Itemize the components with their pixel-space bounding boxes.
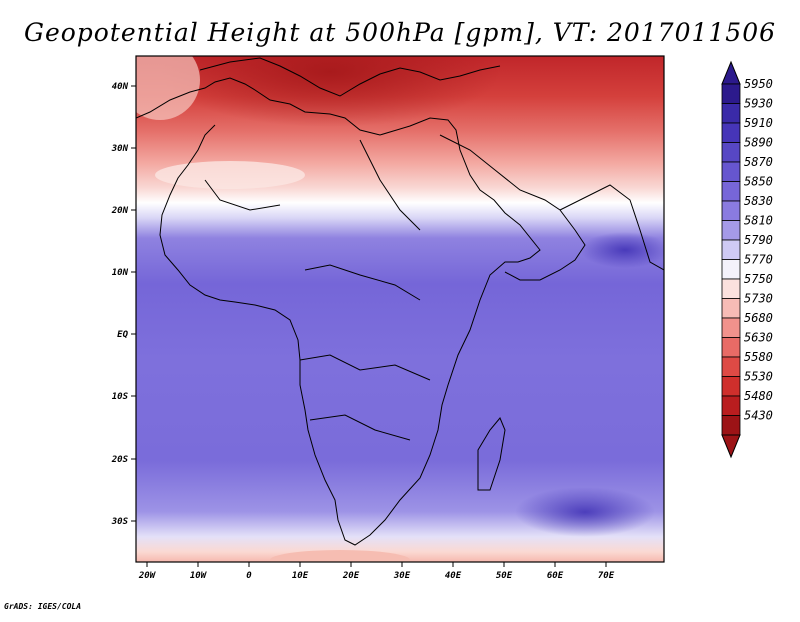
colorbar-label: 5630 bbox=[744, 331, 773, 345]
colorbar-label: 5910 bbox=[744, 116, 773, 130]
colorbar-top-arrow bbox=[721, 60, 741, 85]
lat-ticks bbox=[131, 85, 136, 522]
lon-label: 40E bbox=[445, 571, 462, 581]
height-field bbox=[136, 56, 664, 562]
lon-ticks bbox=[146, 562, 607, 567]
colorbar-swatch bbox=[721, 239, 741, 260]
colorbar-label: 5890 bbox=[744, 136, 773, 150]
colorbar-label: 5810 bbox=[744, 214, 773, 228]
colorbar-swatch bbox=[721, 395, 741, 416]
colorbar: 5950 5930 5910 5890 5870 5850 5830 5810 5790 5770… bbox=[721, 60, 773, 459]
colorbar-label: 5750 bbox=[744, 272, 773, 286]
colorbar-label: 5580 bbox=[744, 350, 773, 364]
map-title: Geopotential Height at 500hPa [gpm], VT:… bbox=[23, 18, 777, 47]
colorbar-swatch bbox=[721, 103, 741, 124]
colorbar-label: 5530 bbox=[744, 370, 773, 384]
footer-credit: GrADS: IGES/COLA bbox=[4, 602, 82, 611]
lon-label: 0 bbox=[246, 571, 252, 581]
plot-frame bbox=[135, 55, 665, 563]
colorbar-label: 5870 bbox=[744, 155, 773, 169]
colorbar-swatch bbox=[721, 200, 741, 221]
colorbar-swatch bbox=[721, 181, 741, 202]
lon-label: 20E bbox=[342, 571, 360, 581]
colorbar-swatch bbox=[721, 220, 741, 241]
colorbar-label: 5790 bbox=[744, 233, 773, 247]
lat-label: 10S bbox=[112, 392, 129, 402]
lat-label: 30N bbox=[111, 144, 129, 154]
colorbar-label: 5830 bbox=[744, 194, 773, 208]
colorbar-label: 5930 bbox=[744, 97, 773, 111]
coastlines bbox=[136, 57, 664, 546]
colorbar-label: 5480 bbox=[744, 389, 773, 403]
colorbar-swatch bbox=[721, 83, 741, 104]
colorbar-swatch bbox=[721, 376, 741, 397]
colorbar-swatch bbox=[721, 142, 741, 163]
colorbar-label: 5680 bbox=[744, 311, 773, 325]
colorbar-label: 5950 bbox=[744, 77, 773, 91]
colorbar-swatch bbox=[721, 356, 741, 377]
lon-label: 30E bbox=[393, 571, 411, 581]
lat-label: 40N bbox=[112, 82, 129, 92]
colorbar-swatch bbox=[721, 317, 741, 338]
lon-label: 70E bbox=[598, 571, 615, 581]
colorbar-swatch bbox=[721, 278, 741, 299]
lat-label: 20S bbox=[111, 455, 129, 465]
lat-label: 10N bbox=[112, 268, 129, 278]
lat-label: 30S bbox=[111, 517, 129, 527]
colorbar-swatch bbox=[721, 298, 741, 319]
colorbar-label: 5770 bbox=[744, 253, 773, 267]
lat-label: EQ bbox=[117, 330, 128, 340]
lon-label: 60E bbox=[547, 571, 564, 581]
colorbar-swatch bbox=[721, 415, 741, 436]
lon-label: 20W bbox=[138, 571, 157, 581]
colorbar-label: 5430 bbox=[744, 409, 773, 423]
lon-label: 10E bbox=[292, 571, 309, 581]
colorbar-label: 5730 bbox=[744, 292, 773, 306]
colorbar-label: 5850 bbox=[744, 175, 773, 189]
lat-label: 20N bbox=[111, 206, 129, 216]
colorbar-swatch bbox=[721, 122, 741, 143]
colorbar-swatch bbox=[721, 259, 741, 280]
lon-label: 50E bbox=[496, 571, 513, 581]
lon-label: 10W bbox=[190, 571, 208, 581]
colorbar-swatch bbox=[721, 161, 741, 182]
colorbar-swatch bbox=[721, 337, 741, 358]
colorbar-bottom-arrow bbox=[721, 434, 741, 459]
